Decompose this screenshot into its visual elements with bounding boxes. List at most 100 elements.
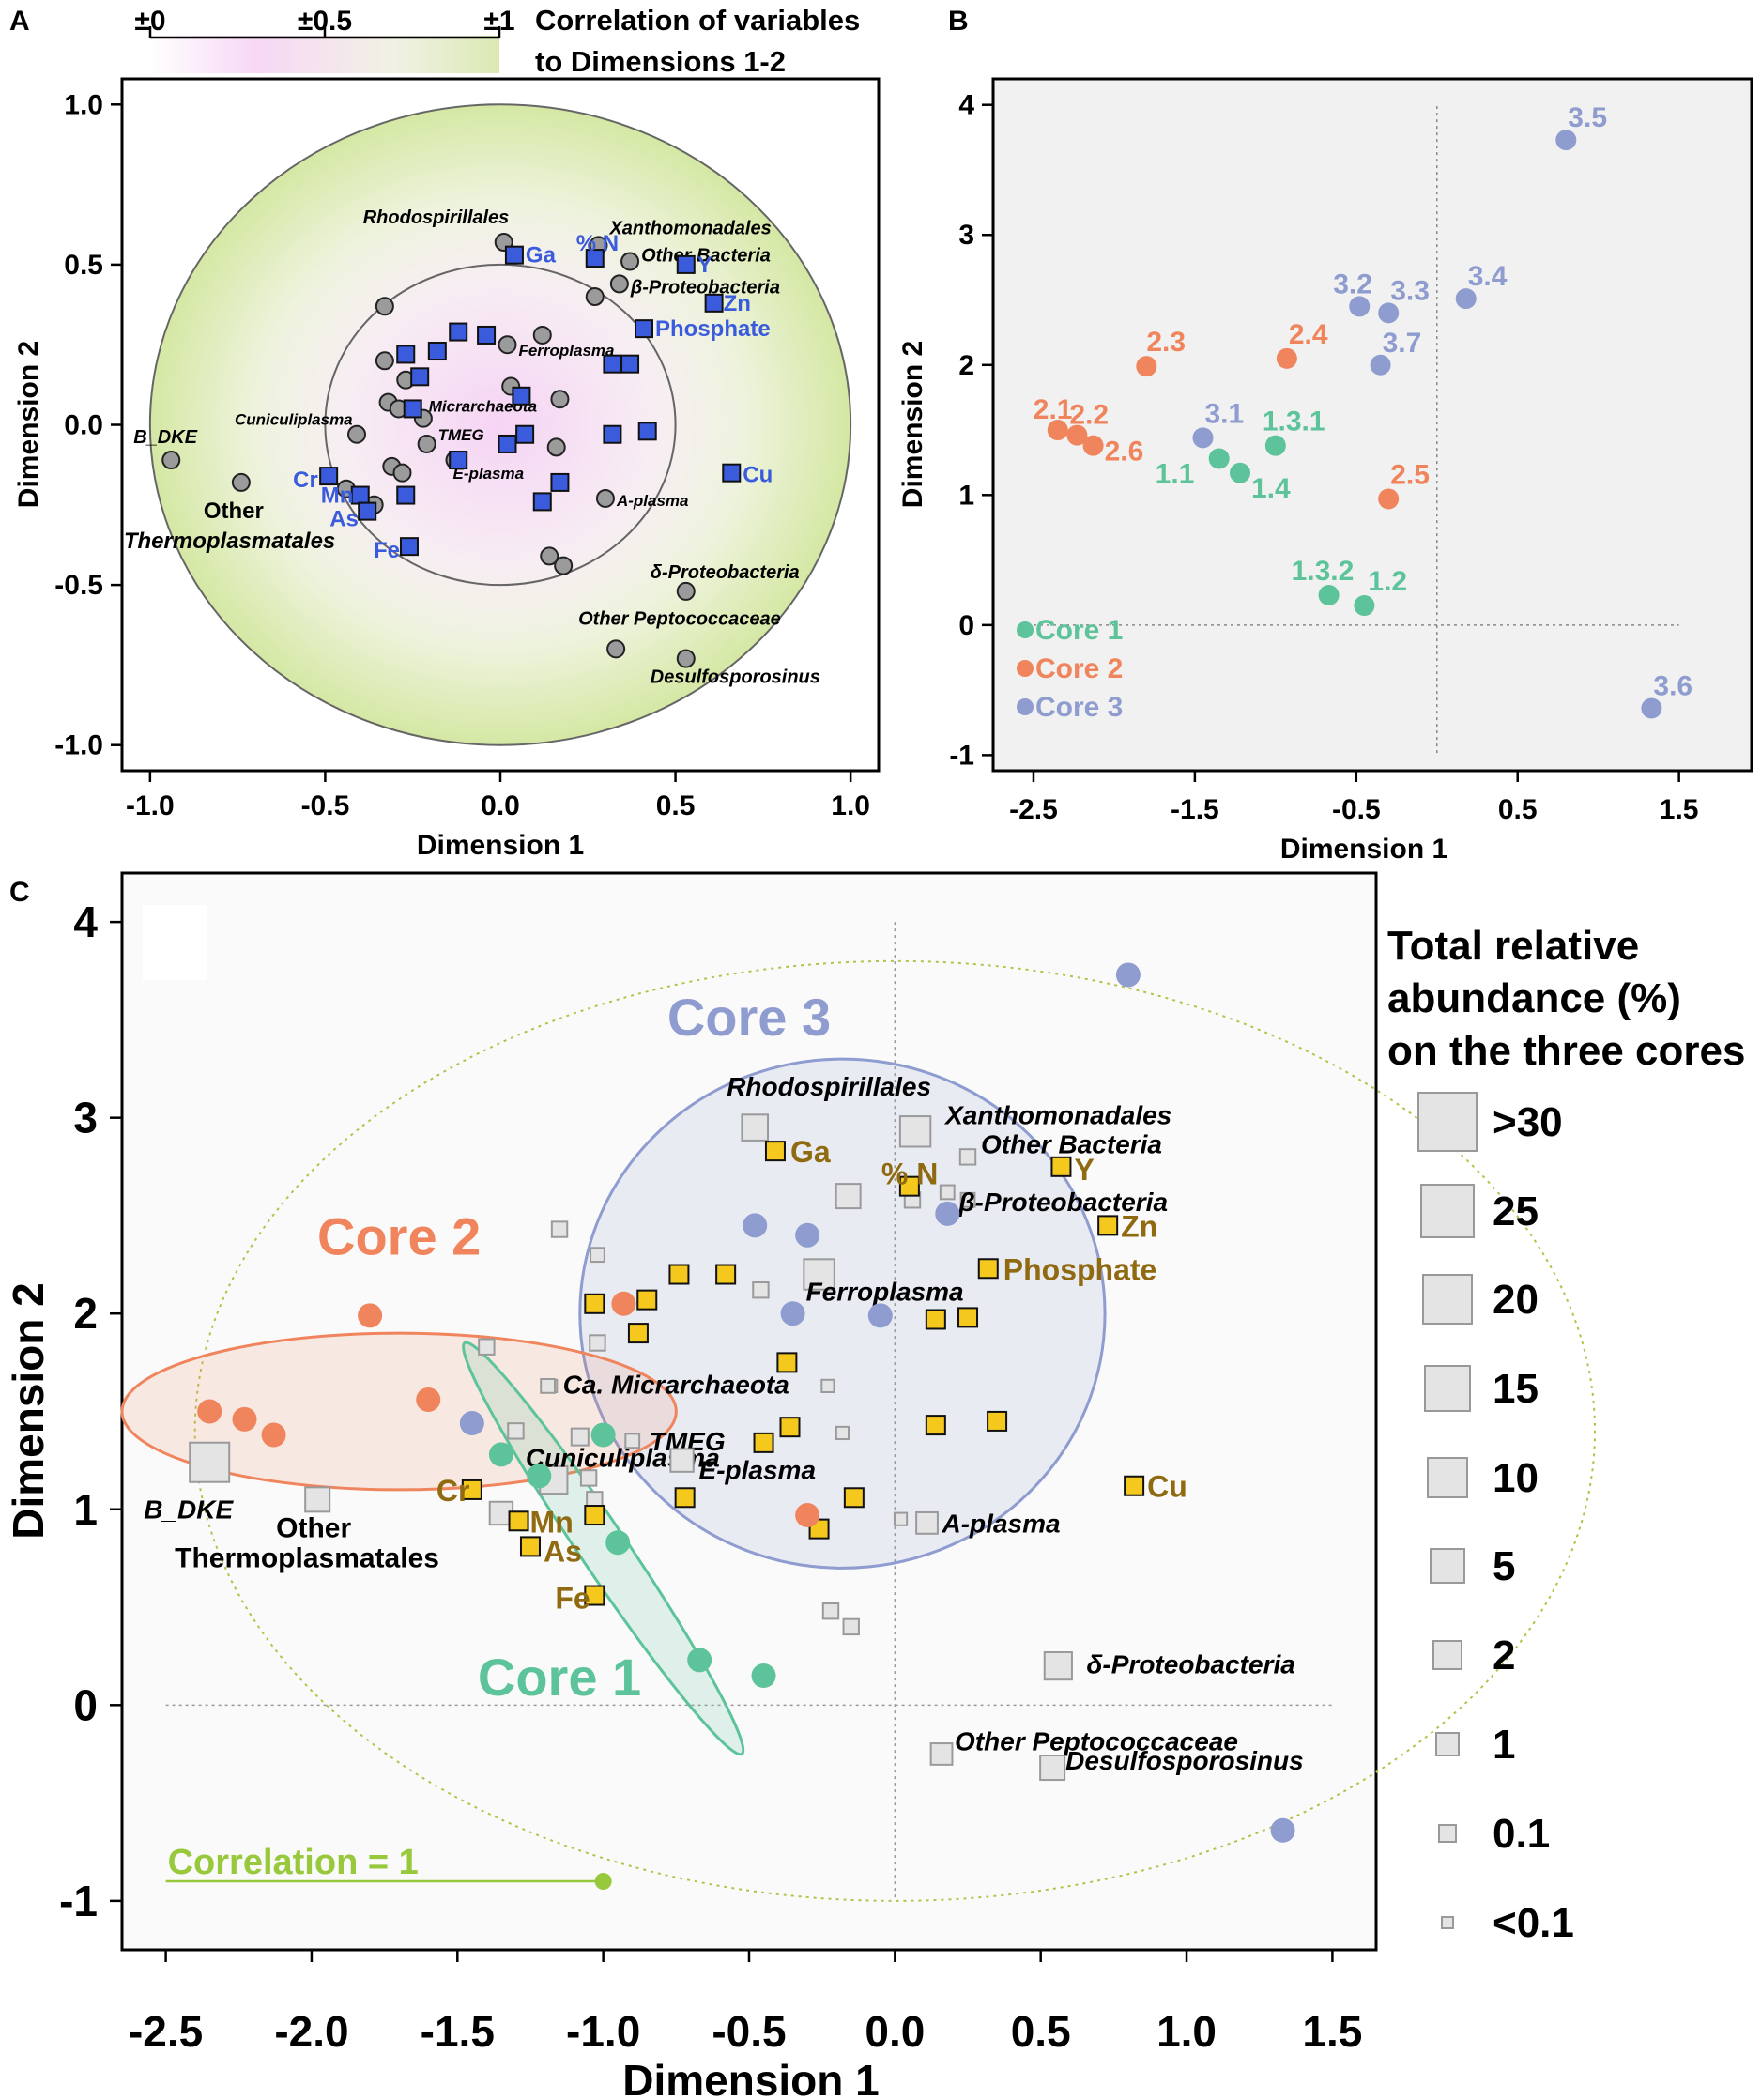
sample-label: 3.6: [1653, 671, 1692, 702]
panel-b-ytick-label: 2: [958, 350, 974, 381]
sample-point: [1555, 130, 1577, 151]
env-variable-point: [512, 386, 531, 406]
taxon-square: [540, 1377, 557, 1394]
env-variable-point: [515, 424, 535, 444]
size-legend-square: [1438, 1824, 1457, 1843]
sample-label: 3.7: [1383, 328, 1422, 359]
sample-label: 1.3.2: [1292, 556, 1355, 587]
env-variable-label: Y: [1074, 1153, 1094, 1187]
size-legend-square: [1441, 1916, 1454, 1929]
sample-point: [1230, 462, 1251, 483]
env-variable-square: [584, 1505, 605, 1526]
taxon-square: [898, 1115, 932, 1148]
panel-a-xtick-label: 1.0: [831, 790, 870, 821]
env-variable-point: [603, 424, 622, 444]
panel-c-xtick-label: -2.5: [129, 2007, 203, 2056]
taxon-label: β-Proteobacteria: [957, 1188, 1168, 1217]
taxon-label: δ-Proteobacteria: [1086, 1650, 1294, 1679]
env-variable-square: [957, 1307, 979, 1328]
taxon-point: [676, 649, 696, 668]
env-variable-square: [1050, 1156, 1072, 1177]
taxon-point: [347, 424, 367, 444]
legend-label: Core 1: [1035, 615, 1123, 646]
env-variable-point: [350, 485, 370, 505]
panel-b-plot-frame: [991, 77, 1753, 773]
taxon-label: Other Peptococcaceae: [955, 1726, 1238, 1755]
env-variable-point: [396, 345, 416, 364]
sample-point: [1208, 448, 1230, 469]
env-variable-label: Cu: [1147, 1470, 1187, 1504]
sample-label: 2.5: [1390, 459, 1430, 490]
panel-c-xtick-label: 1.5: [1302, 2007, 1362, 2056]
env-variable-label: Cu: [743, 463, 773, 488]
taxon-square: [550, 1220, 569, 1238]
env-variable-label: Mn: [321, 483, 354, 509]
sample-point: [1378, 488, 1400, 510]
size-legend-label: 15: [1493, 1366, 1539, 1412]
env-variable-point: [358, 501, 377, 521]
env-variable-point: [449, 451, 468, 470]
panel-a-xtick-label: 0.0: [481, 790, 520, 821]
taxon-point: [498, 335, 517, 355]
env-variable-point: [620, 354, 640, 374]
site-point-core-1: [605, 1530, 631, 1556]
panel-c-plot: -2.5 -2.0 -1.5 -1.0 -0.5 0.0 0.5 1.0 1.543210-1R…: [59, 897, 1597, 2056]
panel-c-ytick-label: 1: [73, 1485, 98, 1534]
taxon-point: [231, 472, 251, 492]
panel-b-xtick-label: 0.5: [1498, 794, 1538, 825]
env-variable-square: [776, 1352, 798, 1373]
taxon-point: [550, 390, 570, 409]
env-variable-label: % N: [881, 1157, 938, 1191]
env-variable-point: [403, 399, 422, 419]
sample-label: 1.2: [1368, 566, 1407, 597]
site-point-core-2: [795, 1503, 820, 1528]
taxon-label: Cuniculiplasma: [235, 411, 353, 429]
env-variable-label: Y: [697, 253, 712, 278]
sample-point: [1082, 435, 1104, 456]
env-variable-point: [585, 249, 605, 268]
taxon-label: Other Bacteria: [981, 1129, 1162, 1158]
panel-c-letter: C: [9, 877, 30, 908]
taxon-label: Ca. Micrarchaeota: [563, 1370, 789, 1399]
site-point-core-1: [488, 1442, 513, 1467]
env-variable-square: [987, 1410, 1008, 1432]
env-variable-label: Zn: [1121, 1209, 1157, 1243]
panel-a-ylabel: Dimension 2: [13, 341, 44, 508]
taxon-label: Thermoplasmatales: [124, 529, 335, 554]
taxon-square: [803, 1258, 835, 1291]
env-variable-point: [410, 367, 430, 387]
taxon-square: [570, 1427, 590, 1447]
panel-b-plot: -2.5 -1.5 -0.5 0.5 1.5 4 3 2 1 0 -1 1.1 1.4 1.3.1 1.3.…: [949, 90, 1698, 825]
corr-circle-outer: [148, 103, 852, 746]
env-variable-label: Cr: [293, 468, 318, 493]
panel-a-ytick-label: -0.5: [54, 570, 103, 601]
panel-b-ytick-label: -1: [949, 740, 974, 771]
taxon-point: [161, 451, 181, 470]
sample-point: [1192, 427, 1214, 449]
sample-point: [1047, 420, 1068, 441]
panel-a-letter: A: [9, 6, 30, 37]
env-variable-square: [519, 1536, 541, 1557]
taxon-label: β-Proteobacteria: [630, 277, 780, 298]
taxon-square: [835, 1183, 862, 1210]
taxon-label: Other: [204, 498, 264, 524]
legend-marker: [1017, 660, 1034, 677]
taxon-square: [304, 1486, 331, 1513]
env-variable-label: Phosphate: [1003, 1252, 1157, 1286]
panel-a-legend-title-line-1: Correlation of variables: [535, 4, 860, 37]
panel-b-ytick-label: 0: [958, 610, 974, 641]
env-variable-point: [504, 245, 524, 265]
taxon-square: [624, 1433, 641, 1449]
sample-label: 1.3.1: [1263, 406, 1325, 437]
env-variable-label: As: [329, 507, 359, 532]
site-point-core-2: [416, 1387, 441, 1412]
site-point-core-3: [780, 1301, 805, 1326]
panel-a-legend-title-line-2: to Dimensions 1-2: [535, 45, 786, 78]
taxon-square: [820, 1378, 835, 1393]
panel-b-xtick-label: 1.5: [1660, 794, 1699, 825]
core-label: Core 1: [478, 1648, 641, 1707]
panel-a-legend-bar: [150, 36, 499, 73]
size-legend-square: [1417, 1092, 1478, 1152]
size-legend-label: 10: [1493, 1455, 1539, 1501]
